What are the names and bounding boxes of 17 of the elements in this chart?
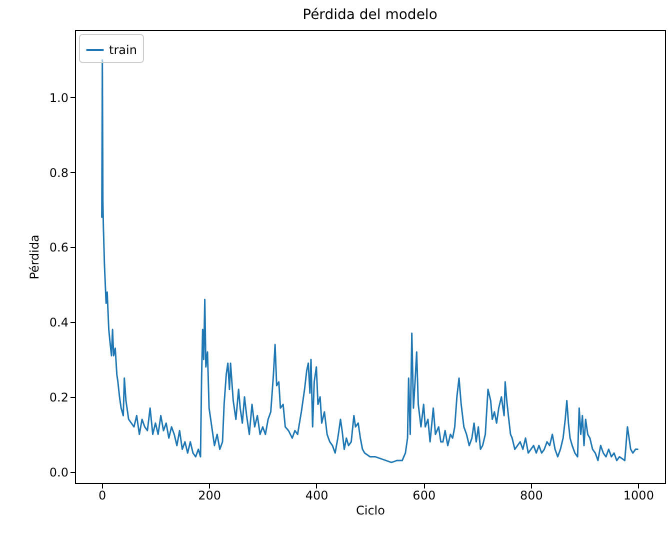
- x-tick-label: 800: [520, 488, 543, 502]
- y-tick-label: 0.2: [49, 390, 68, 404]
- x-axis-title: Ciclo: [356, 504, 385, 518]
- line-series: [101, 59, 638, 464]
- y-axis-title: Pérdida: [27, 234, 42, 280]
- x-tick-label: 400: [305, 488, 328, 502]
- x-tick-label: 200: [198, 488, 222, 502]
- x-tick-label: 600: [412, 488, 436, 502]
- x-tick-label: 0: [98, 488, 106, 502]
- legend-label: train: [109, 43, 137, 57]
- y-tick-label: 0.6: [49, 240, 68, 255]
- y-tick-label: 1.0: [49, 90, 68, 105]
- y-tick-label: 0.4: [49, 316, 68, 330]
- y-tick-label: 0.0: [49, 465, 68, 480]
- chart-title: Pérdida del modelo: [302, 7, 438, 23]
- x-tick-label: 1000: [623, 488, 654, 502]
- y-tick-label: 0.8: [49, 166, 68, 180]
